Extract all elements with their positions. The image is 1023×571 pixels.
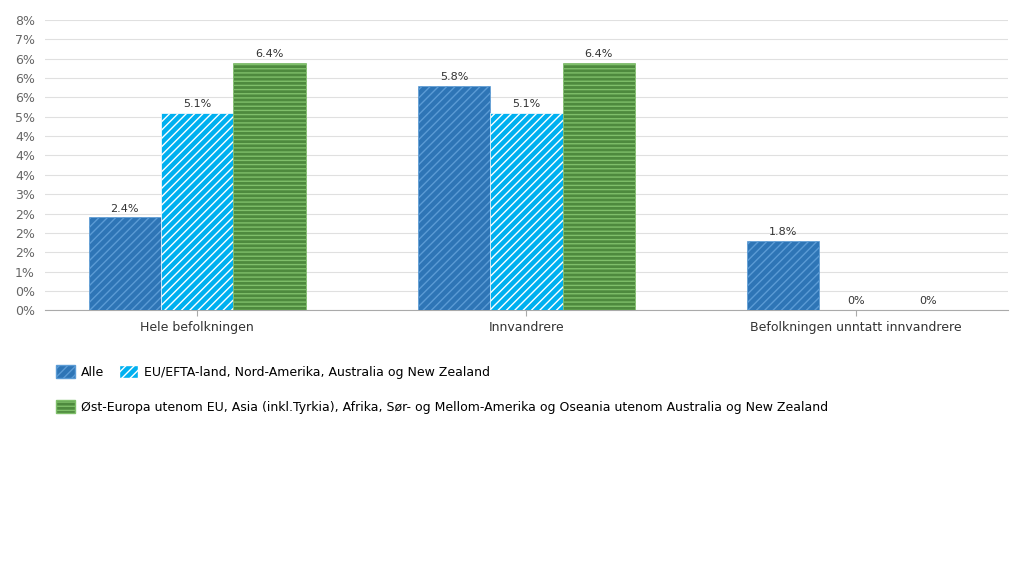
Text: 0%: 0%	[847, 296, 864, 307]
Text: 5.1%: 5.1%	[513, 99, 540, 109]
Text: 1.8%: 1.8%	[769, 227, 797, 237]
Bar	[747, 240, 819, 311]
Text: 6.4%: 6.4%	[256, 49, 283, 59]
Bar	[490, 113, 563, 311]
Bar	[563, 63, 635, 311]
Legend: Øst-Europa utenom EU, Asia (inkl.Tyrkia), Afrika, Sør- og Mellom-Amerika og Osea: Øst-Europa utenom EU, Asia (inkl.Tyrkia)…	[51, 395, 833, 419]
Bar	[417, 86, 490, 311]
Bar	[161, 113, 233, 311]
Text: 0%: 0%	[920, 296, 937, 307]
Bar	[233, 63, 306, 311]
Text: 2.4%: 2.4%	[110, 204, 139, 214]
Text: 5.8%: 5.8%	[440, 72, 469, 82]
Bar	[89, 218, 161, 311]
Text: 6.4%: 6.4%	[584, 49, 613, 59]
Text: 5.1%: 5.1%	[183, 99, 212, 109]
